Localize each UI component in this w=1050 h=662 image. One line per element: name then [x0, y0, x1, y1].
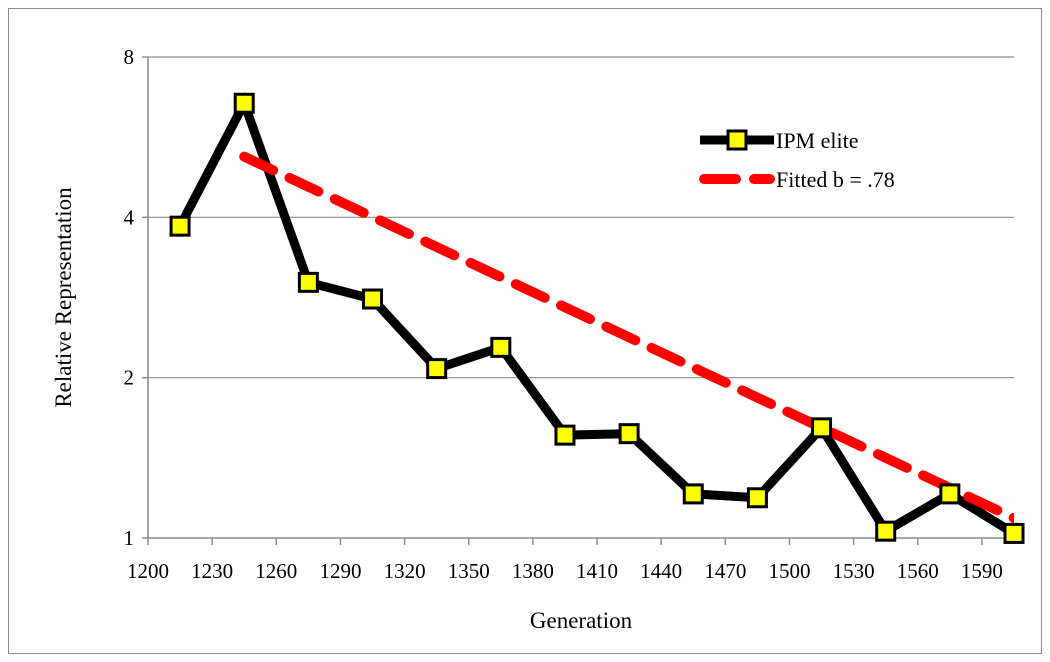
x-tick-label: 1290 — [319, 559, 361, 583]
data-point — [746, 487, 768, 509]
x-tick-label: 1590 — [961, 559, 1003, 583]
data-point — [1003, 522, 1025, 544]
series-line-ipm-elite — [176, 92, 1014, 538]
x-axis-title: Generation — [530, 608, 633, 633]
data-point — [554, 424, 576, 446]
data-point — [297, 271, 319, 293]
legend-label-fitted: Fitted b = .78 — [776, 167, 895, 192]
chart-frame — [8, 8, 1042, 654]
x-tick-label: 1380 — [512, 559, 554, 583]
data-point — [618, 423, 640, 445]
data-point — [169, 215, 191, 237]
data-point — [362, 288, 384, 310]
series-line-fitted — [239, 151, 1014, 524]
x-tick-label: 1200 — [127, 559, 169, 583]
data-point — [875, 520, 897, 542]
legend-label-ipm-elite: IPM elite — [776, 128, 859, 153]
data-point — [682, 483, 704, 505]
y-axis-title: Relative Representation — [51, 187, 76, 408]
x-tick-label: 1560 — [897, 559, 939, 583]
x-tick-label: 1470 — [704, 559, 746, 583]
y-tick-label: 4 — [124, 205, 135, 229]
data-point — [233, 92, 255, 114]
x-tick-label: 1260 — [255, 559, 297, 583]
data-point — [939, 483, 961, 505]
y-tick-label: 8 — [124, 45, 135, 69]
x-tick-label: 1230 — [191, 559, 233, 583]
y-tick-label: 2 — [124, 366, 135, 390]
data-point — [426, 358, 448, 380]
x-tick-label: 1530 — [833, 559, 875, 583]
data-point — [811, 417, 833, 439]
legend-marker-ipm-elite — [726, 129, 748, 151]
x-tick-label: 1350 — [448, 559, 490, 583]
x-tick-label: 1500 — [768, 559, 810, 583]
x-tick-label: 1440 — [640, 559, 682, 583]
data-point — [490, 336, 512, 358]
y-tick-label: 1 — [124, 526, 135, 550]
x-tick-label: 1320 — [384, 559, 426, 583]
x-tick-label: 1410 — [576, 559, 618, 583]
